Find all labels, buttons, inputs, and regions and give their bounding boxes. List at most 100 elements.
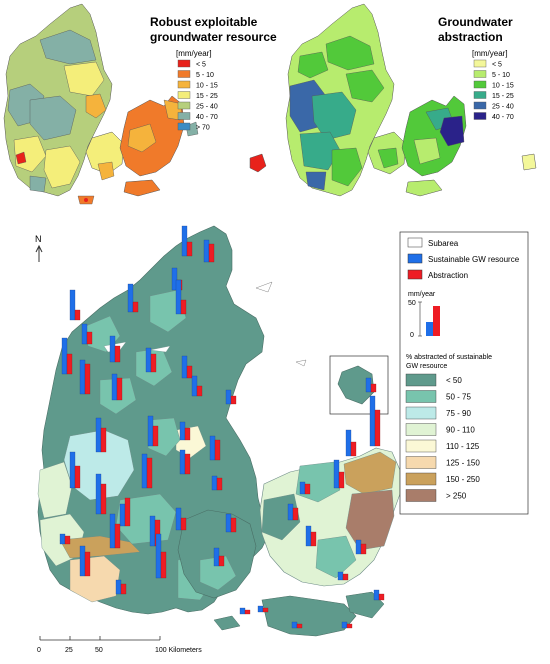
resource-bar — [179, 449, 186, 475]
bar-scale-max: 50 — [408, 300, 416, 307]
abstraction-title-line2: abstraction — [438, 30, 503, 44]
pct-title-line2: GW resource — [406, 363, 447, 370]
abstraction-legend-swatch — [473, 80, 487, 89]
abstraction-legend-swatch — [473, 112, 487, 120]
resource-region — [63, 61, 105, 97]
abstraction-bar — [150, 353, 157, 373]
abstraction-legend-swatch — [473, 101, 487, 110]
abstraction-bar — [370, 383, 377, 393]
pct-label: 50 - 75 — [446, 393, 471, 402]
abstraction-legend-label: 5 - 10 — [492, 72, 510, 79]
abstraction-bar — [74, 465, 81, 489]
abstraction-bar — [196, 385, 203, 397]
resource-bar — [69, 289, 76, 321]
resource-legend-swatch — [177, 101, 191, 110]
resource-bar — [79, 359, 86, 395]
resource-legend-label: 25 - 40 — [196, 104, 218, 111]
abstraction-bar — [338, 471, 345, 489]
abstraction-legend-label: < 5 — [492, 62, 502, 69]
subarea-region — [63, 429, 135, 501]
legend-example-resource-bar — [426, 322, 433, 336]
resource-bar — [95, 473, 102, 515]
resource-legend-swatch — [177, 80, 191, 89]
abstraction-bar — [244, 609, 251, 615]
resource-bar — [149, 515, 156, 547]
main-map-island — [255, 281, 273, 293]
abstraction-bar — [374, 409, 381, 447]
resource-bar — [203, 239, 210, 263]
resource-bar — [61, 337, 68, 375]
resource-bar — [79, 545, 86, 577]
abstraction-region — [311, 91, 357, 141]
abstraction-bar — [120, 583, 127, 595]
abstraction-bar — [360, 543, 367, 555]
abstraction-region — [297, 51, 329, 79]
resource-region — [29, 175, 47, 193]
resource-bar — [373, 589, 380, 601]
abstraction-region — [405, 179, 443, 197]
abstraction-bar — [218, 555, 225, 567]
resource-bar — [225, 389, 232, 405]
abstraction-bar — [74, 309, 81, 321]
resource-bar — [341, 621, 348, 629]
resource-bar — [369, 395, 376, 447]
abstraction-bar — [304, 483, 311, 495]
resource-bar — [69, 451, 76, 489]
subarea-region — [315, 535, 357, 579]
abstraction-title-line1: Groundwater — [438, 15, 513, 29]
resource-bar — [179, 421, 186, 441]
legend-item-label: Subarea — [428, 239, 459, 248]
abstraction-bar — [84, 363, 91, 395]
bar-scale-min: 0 — [410, 332, 414, 339]
abstraction-region — [377, 147, 399, 169]
main-map-bornholm — [337, 365, 375, 405]
abstraction-bar — [116, 377, 123, 401]
resource-bar — [365, 377, 372, 393]
abstraction-bar — [100, 483, 107, 515]
abstraction-bar — [100, 427, 107, 453]
resource-bar — [181, 355, 188, 379]
resource-bar — [333, 459, 340, 489]
main-map: N — [35, 225, 529, 654]
abstraction-legend-swatch — [473, 91, 487, 99]
resource-bar — [191, 375, 198, 397]
resource-bar — [147, 415, 154, 447]
resource-legend-swatch — [177, 70, 191, 78]
subarea-region — [343, 451, 397, 495]
resource-bar — [337, 571, 344, 581]
pct-label: > 250 — [446, 492, 467, 501]
pct-swatch — [405, 456, 437, 469]
resource-region — [163, 99, 183, 121]
resource-region — [127, 123, 157, 153]
abstraction-bar — [114, 345, 121, 363]
abstraction-bar — [346, 623, 353, 629]
scale-tick-25: 25 — [65, 647, 73, 654]
resource-bar — [127, 283, 134, 313]
resource-region — [39, 29, 97, 65]
abstraction-bar — [146, 457, 153, 489]
abstraction-legend-label: 15 - 25 — [492, 93, 514, 100]
abstraction-bar — [186, 241, 193, 257]
scale-tick-50: 50 — [95, 647, 103, 654]
pct-swatch — [405, 472, 437, 486]
scale-tick-0: 0 — [37, 647, 41, 654]
abstraction-bar — [230, 517, 237, 533]
resource-region — [15, 151, 27, 165]
abstraction-bar — [216, 477, 223, 491]
resource-title-line2: groundwater resource — [150, 30, 277, 44]
resource-bar — [257, 605, 264, 613]
main-map-island — [295, 359, 307, 367]
resource-map-funen — [85, 131, 125, 175]
abstraction-bar — [262, 607, 269, 613]
abstraction-region — [325, 35, 375, 71]
resource-bar — [109, 335, 116, 363]
resource-bar — [119, 503, 126, 527]
resource-bar — [171, 267, 178, 291]
resource-legend-swatch — [177, 59, 191, 68]
abstraction-bar — [214, 439, 221, 461]
resource-legend-label: 15 - 25 — [196, 93, 218, 100]
abstraction-bar — [180, 299, 187, 315]
pct-label: 150 - 250 — [446, 475, 480, 484]
resource-bar — [111, 373, 118, 401]
